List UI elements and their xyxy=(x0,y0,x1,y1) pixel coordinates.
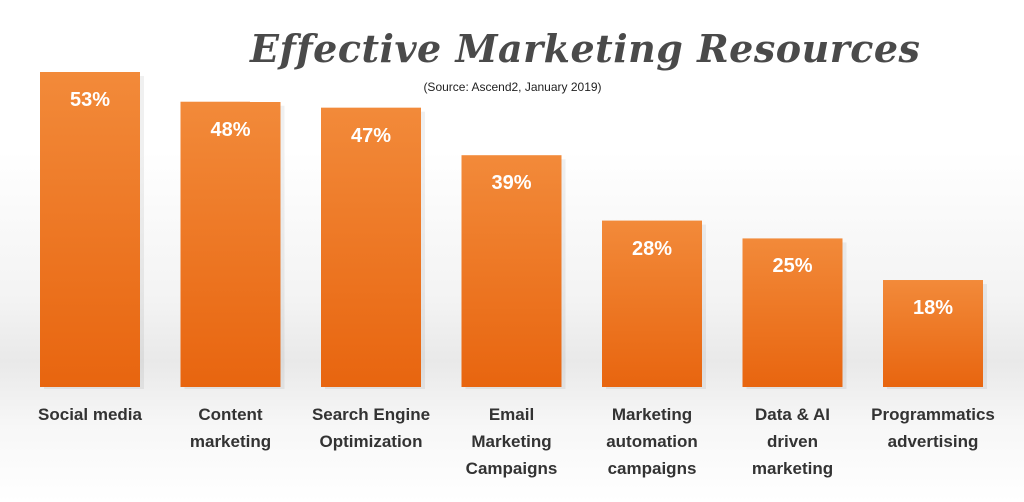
category-label-line: Email xyxy=(488,405,535,424)
title-box: Effective Marketing Resources (Source: A… xyxy=(250,22,921,102)
category-label-line: Campaigns xyxy=(465,459,558,478)
category-label-line: driven xyxy=(766,432,819,451)
category-label-line: Content xyxy=(198,405,263,424)
chart-title: Effective Marketing Resources xyxy=(250,26,921,71)
category-label: Programmatics advertising xyxy=(863,401,1003,455)
category-label-line: Data & AI xyxy=(755,405,830,424)
category-label-line: marketing xyxy=(189,432,272,451)
bar-2 xyxy=(321,107,421,388)
bar-value-label: 25% xyxy=(772,255,813,278)
category-label-line: advertising xyxy=(887,432,979,451)
category-label-line: automation xyxy=(606,432,698,451)
category-label: Marketing automation campaigns xyxy=(582,401,722,482)
bar-6 xyxy=(883,280,983,387)
bar-value-label: 18% xyxy=(912,297,954,320)
bar-value-label: 28% xyxy=(631,237,673,260)
bar-5 xyxy=(742,238,843,387)
category-label: Search Engine Optimization xyxy=(301,401,441,455)
category-label-line: Optimization xyxy=(319,432,423,451)
category-label-line: Marketing xyxy=(611,405,693,424)
category-label-line: marketing xyxy=(751,459,834,478)
category-label-line: Marketing xyxy=(471,432,552,451)
category-label: Content marketing xyxy=(161,401,301,455)
bar-value-label: 48% xyxy=(210,118,251,141)
bar-value-label: 47% xyxy=(350,124,392,147)
bar-1 xyxy=(180,101,281,387)
chart-subtitle: (Source: Ascend2, January 2019) xyxy=(423,80,602,94)
category-label: Email Marketing Campaigns xyxy=(442,401,582,482)
category-label: Data & AI driven marketing xyxy=(723,401,863,482)
category-label-line: Social media xyxy=(38,405,142,424)
category-label-line: Programmatics xyxy=(871,405,995,424)
category-label: Social media xyxy=(20,401,160,428)
bar-value-label: 39% xyxy=(491,172,532,195)
bar-0 xyxy=(40,72,140,387)
bar-3 xyxy=(461,155,562,387)
bar-4 xyxy=(602,220,702,387)
category-label-line: campaigns xyxy=(607,459,697,478)
category-label-line: Search Engine xyxy=(311,405,431,424)
bar-value-label: 53% xyxy=(69,89,111,111)
